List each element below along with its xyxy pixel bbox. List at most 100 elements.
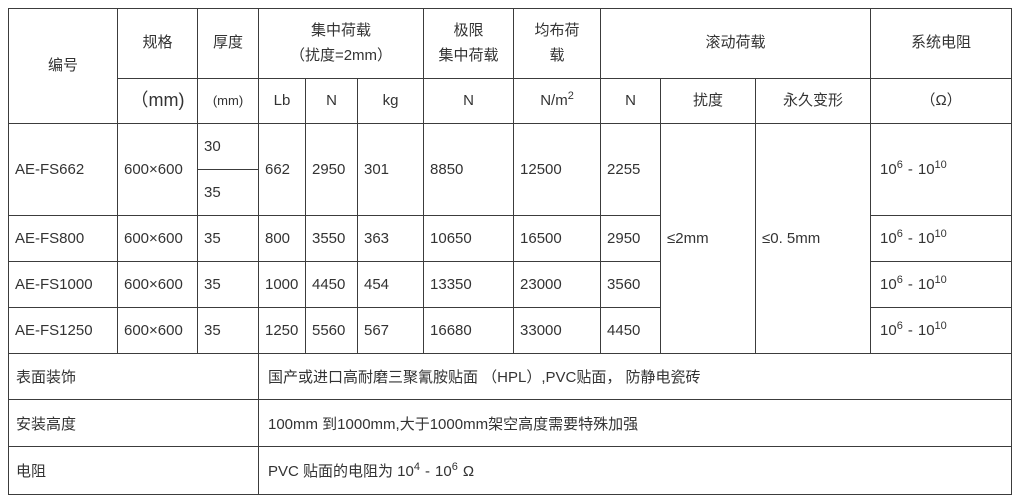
res-separator: - [907, 322, 913, 339]
cell-model: AE-FS800 [8, 215, 118, 262]
header-permanent-deformation: 永久变形 [755, 78, 872, 124]
cell-rolling-n: 2255 [600, 123, 662, 216]
footer-row-height: 安装高度 100mm 到1000mm,大于1000mm架空高度需要特殊加强 [8, 399, 1013, 447]
header-model-number: 编号 [8, 8, 118, 124]
header-thickness: 厚度 [197, 8, 259, 79]
header-concentrated-load: 集中荷载 （扰度=2mm） [257, 8, 425, 79]
table-row-fs662-b: 35 [9, 169, 1012, 216]
res-exp2: 10 [934, 320, 947, 332]
table-row-fs662-a: AE-FS662 600×600 30 662 2950 301 8850 12… [8, 123, 1013, 354]
header-row-2: （mm) (mm) Lb N kg N N/m2 N 扰度 永久变形 （Ω） [9, 78, 1013, 124]
table-row-fs800: AE-FS800 600×600 35 800 3550 363 10650 1… [8, 215, 1013, 262]
resistance-note-ohm: Ω [462, 463, 475, 480]
cell-system-resistance: 106-1010 [870, 123, 1013, 216]
cell-spec: 600×600 [117, 215, 198, 262]
footer-row-resistance: 电阻 PVC 贴面的电阻为 104-106 Ω [8, 446, 1013, 495]
header-kg-unit: kg [356, 78, 425, 124]
cell-system-resistance: 106-1010 [870, 307, 1013, 354]
cell-lb: 800 [258, 215, 306, 262]
header-spec-unit: （mm) [117, 78, 198, 124]
res-exp1: 6 [896, 159, 903, 171]
res-base2: 10 [917, 161, 935, 178]
cell-uniform: 33000 [513, 307, 602, 354]
cell-rolling-n: 2950 [600, 215, 662, 262]
cell-thickness: 35 [197, 261, 259, 308]
header-rolling-load: 滚动荷载 [600, 8, 872, 79]
resistance-note-text: PVC 贴面的电阻为 10 [268, 463, 414, 480]
footer-label-height: 安装高度 [8, 399, 259, 447]
footer-label-surface: 表面装饰 [8, 353, 259, 400]
cell-ultimate: 10650 [423, 215, 515, 262]
cell-kg: 454 [356, 261, 425, 308]
uniform-unit-base: N/m [540, 91, 568, 109]
table-row-fs1000: AE-FS1000 600×600 35 1000 4450 454 13350… [8, 261, 1013, 308]
table-row-fs1250: AE-FS1250 600×600 35 1250 5560 567 16680… [8, 307, 1013, 354]
floor-spec-table: 编号 规格 厚度 集中荷载 （扰度=2mm） 极限 集中荷载 均布荷 载 滚动荷… [8, 8, 1013, 495]
footer-value-height: 100mm 到1000mm,大于1000mm架空高度需要特殊加强 [257, 399, 1013, 447]
res-base2: 10 [917, 276, 935, 293]
uniform-unit-exponent: 2 [567, 89, 574, 102]
header-resistance-unit: （Ω） [870, 78, 1013, 124]
cell-ultimate: 8850 [423, 123, 515, 216]
cell-model: AE-FS1250 [8, 307, 118, 354]
res-separator: - [907, 276, 913, 293]
res-exp2: 10 [934, 274, 947, 286]
footer-row-surface: 表面装饰 国产或进口高耐磨三聚氰胺贴面 （HPL）,PVC贴面， 防静电瓷砖 [8, 353, 1013, 400]
footer-value-surface: 国产或进口高耐磨三聚氰胺贴面 （HPL）,PVC贴面， 防静电瓷砖 [257, 353, 1013, 400]
cell-lb: 662 [258, 123, 306, 216]
header-specification: 规格 [117, 8, 198, 79]
cell-spec: 600×600 [117, 261, 198, 308]
res-exp1: 6 [896, 274, 903, 286]
cell-thickness: 35 [197, 215, 259, 262]
header-rolling-n-unit: N [600, 78, 662, 124]
cell-lb: 1250 [258, 307, 306, 354]
header-system-resistance: 系统电阻 [870, 8, 1013, 79]
cell-spec: 600×600 [117, 307, 198, 354]
cell-system-resistance: 106-1010 [870, 261, 1013, 308]
res-exp1: 6 [896, 320, 903, 332]
res-exp2: 10 [934, 228, 947, 240]
cell-lb: 1000 [258, 261, 306, 308]
res-exp1: 6 [896, 228, 903, 240]
res-base2: 10 [917, 230, 935, 247]
cell-model: AE-FS1000 [8, 261, 118, 308]
cell-rolling-n: 4450 [600, 307, 662, 354]
header-lb-unit: Lb [258, 78, 306, 124]
cell-ultimate: 13350 [423, 261, 515, 308]
footer-value-resistance: PVC 贴面的电阻为 104-106 Ω [257, 446, 1013, 495]
header-ultimate-n-unit: N [423, 78, 515, 124]
cell-model: AE-FS662 [8, 123, 118, 216]
footer-label-resistance: 电阻 [8, 446, 259, 495]
cell-spec: 600×600 [117, 123, 198, 216]
cell-n: 5560 [305, 307, 358, 354]
cell-thickness-30: 30 [197, 123, 259, 170]
res-base1: 10 [880, 276, 897, 293]
cell-rolling-n: 3560 [600, 261, 662, 308]
cell-system-resistance: 106-1010 [870, 215, 1013, 262]
header-rolling-deflection: 扰度 [660, 78, 757, 124]
header-uniform-unit: N/m2 [513, 78, 602, 124]
cell-ultimate: 16680 [423, 307, 515, 354]
cell-n: 2950 [305, 123, 358, 216]
header-n-unit: N [305, 78, 358, 124]
resistance-note-base2: 10 [435, 463, 452, 480]
res-base1: 10 [880, 230, 897, 247]
header-uniform-load: 均布荷 载 [513, 8, 602, 79]
cell-thickness: 35 [197, 307, 259, 354]
cell-thickness-35: 35 [197, 169, 259, 216]
res-base1: 10 [880, 322, 897, 339]
cell-kg: 567 [356, 307, 425, 354]
resistance-note-exp1: 4 [413, 461, 420, 473]
res-exp2: 10 [934, 159, 947, 171]
header-thickness-unit: (mm) [197, 78, 259, 124]
res-separator: - [907, 161, 913, 178]
cell-uniform: 23000 [513, 261, 602, 308]
res-base2: 10 [917, 322, 935, 339]
cell-kg: 363 [356, 215, 425, 262]
resistance-note-separator: - [425, 463, 430, 480]
cell-uniform: 16500 [513, 215, 602, 262]
header-ultimate-load: 极限 集中荷载 [423, 8, 515, 79]
resistance-note-exp2: 6 [451, 461, 458, 473]
cell-permanent-deformation: ≤0. 5mm [755, 123, 872, 354]
res-separator: - [907, 230, 913, 247]
